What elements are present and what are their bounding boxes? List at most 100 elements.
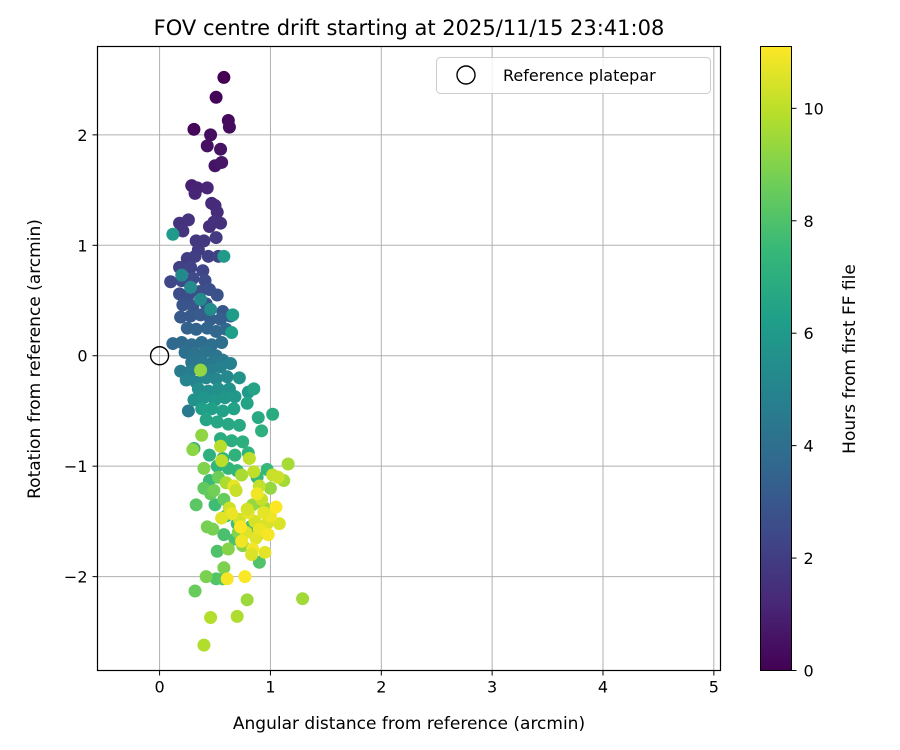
scatter-point [224, 356, 238, 370]
scatter-point [199, 413, 213, 427]
y-tick-label: 1 [77, 236, 87, 255]
legend-open-circle-icon [456, 65, 476, 85]
scatter-point [257, 506, 271, 520]
scatter-point [215, 335, 229, 349]
scatter-point [240, 593, 254, 607]
scatter-point [217, 561, 231, 575]
scatter-point [216, 404, 230, 418]
scatter-point [197, 391, 211, 405]
scatter-point [247, 465, 261, 479]
scatter-point [184, 280, 198, 294]
x-axis-label: Angular distance from reference (arcmin) [233, 714, 585, 734]
scatter-point [176, 298, 190, 312]
reference-platepar-marker [149, 346, 170, 366]
scatter-point [199, 570, 213, 584]
scatter-point [258, 545, 272, 559]
x-tick-label: 2 [376, 678, 386, 697]
colorbar-ticks: 0 2 4 6 8 10 [791, 99, 824, 681]
scatter-point [207, 483, 221, 497]
scatter-point [220, 370, 234, 384]
scatter-point [214, 142, 228, 156]
scatter-point [221, 542, 235, 556]
y-tick-label: 0 [77, 347, 87, 366]
scatter-point [188, 249, 202, 263]
scatter-point [197, 638, 211, 652]
scatter-point [220, 572, 234, 586]
scatter-point [209, 372, 223, 386]
colorbar-tick-label: 4 [804, 437, 814, 456]
scatter-point [215, 454, 229, 468]
colorbar-tick-label: 10 [804, 99, 824, 118]
scatter-point [178, 345, 192, 359]
x-axis-ticks: 0 1 2 3 4 5 [154, 670, 719, 697]
colorbar [760, 46, 792, 671]
scatter-point [175, 335, 189, 349]
x-tick-label: 5 [709, 678, 719, 697]
scatter-point [229, 483, 243, 497]
scatter-point [195, 428, 209, 442]
scatter-point [200, 139, 214, 153]
scatter-point [194, 363, 208, 377]
scatter-point [218, 391, 232, 405]
scatter-point [215, 155, 229, 169]
plot-frame [96, 45, 722, 672]
scatter-point [174, 310, 188, 324]
scatter-point [194, 308, 208, 322]
legend-label: Reference platepar [503, 66, 656, 85]
scatter-point [217, 528, 231, 542]
scatter-point [263, 481, 277, 495]
scatter-point [184, 260, 198, 274]
scatter-point [214, 216, 228, 230]
scatter-point [222, 120, 236, 134]
scatter-point [204, 610, 218, 624]
scatter-point [247, 382, 261, 396]
scatter-point [235, 468, 249, 482]
scatter-point [269, 500, 283, 514]
scatter-point [164, 275, 178, 289]
scatter-point [210, 415, 224, 429]
scatter-point [225, 326, 239, 340]
scatter-point [234, 520, 248, 534]
scatter-point [215, 511, 229, 525]
x-tick-label: 0 [154, 678, 164, 697]
scatter-point [206, 522, 220, 536]
y-axis-ticks: −2 −1 0 1 2 [64, 126, 98, 587]
scatter-point [251, 411, 265, 425]
scatter-point [296, 592, 310, 606]
scatter-point [261, 528, 275, 542]
colorbar-tick-label: 8 [804, 212, 814, 231]
y-tick-label: 2 [77, 126, 87, 145]
scatter-point [189, 322, 203, 336]
scatter-point [204, 128, 218, 142]
scatter-point [245, 548, 259, 562]
scatter-point [214, 439, 228, 453]
scatter-point [199, 344, 213, 358]
scatter-point [226, 308, 240, 322]
y-tick-label: −1 [64, 457, 88, 476]
x-tick-label: 4 [598, 678, 608, 697]
scatter-points [164, 70, 310, 652]
scatter-point [227, 402, 241, 416]
scatter-point [187, 393, 201, 407]
scatter-point [230, 609, 244, 623]
x-tick-label: 1 [265, 678, 275, 697]
scatter-point [210, 205, 224, 219]
scatter-point [166, 227, 180, 241]
legend-box [436, 57, 711, 94]
scatter-point [240, 502, 254, 516]
scatter-point [184, 309, 198, 323]
scatter-point [217, 249, 231, 263]
scatter-point [189, 498, 203, 512]
x-tick-label: 3 [487, 678, 497, 697]
scatter-point [209, 324, 223, 338]
scatter-point [214, 360, 228, 374]
colorbar-tick-label: 0 [804, 662, 814, 681]
scatter-point [250, 487, 264, 501]
scatter-point [225, 434, 239, 448]
scatter-point [221, 417, 235, 431]
scatter-point [271, 470, 285, 484]
scatter-point [188, 186, 202, 200]
scatter-point [196, 264, 210, 278]
scatter-point [200, 181, 214, 195]
